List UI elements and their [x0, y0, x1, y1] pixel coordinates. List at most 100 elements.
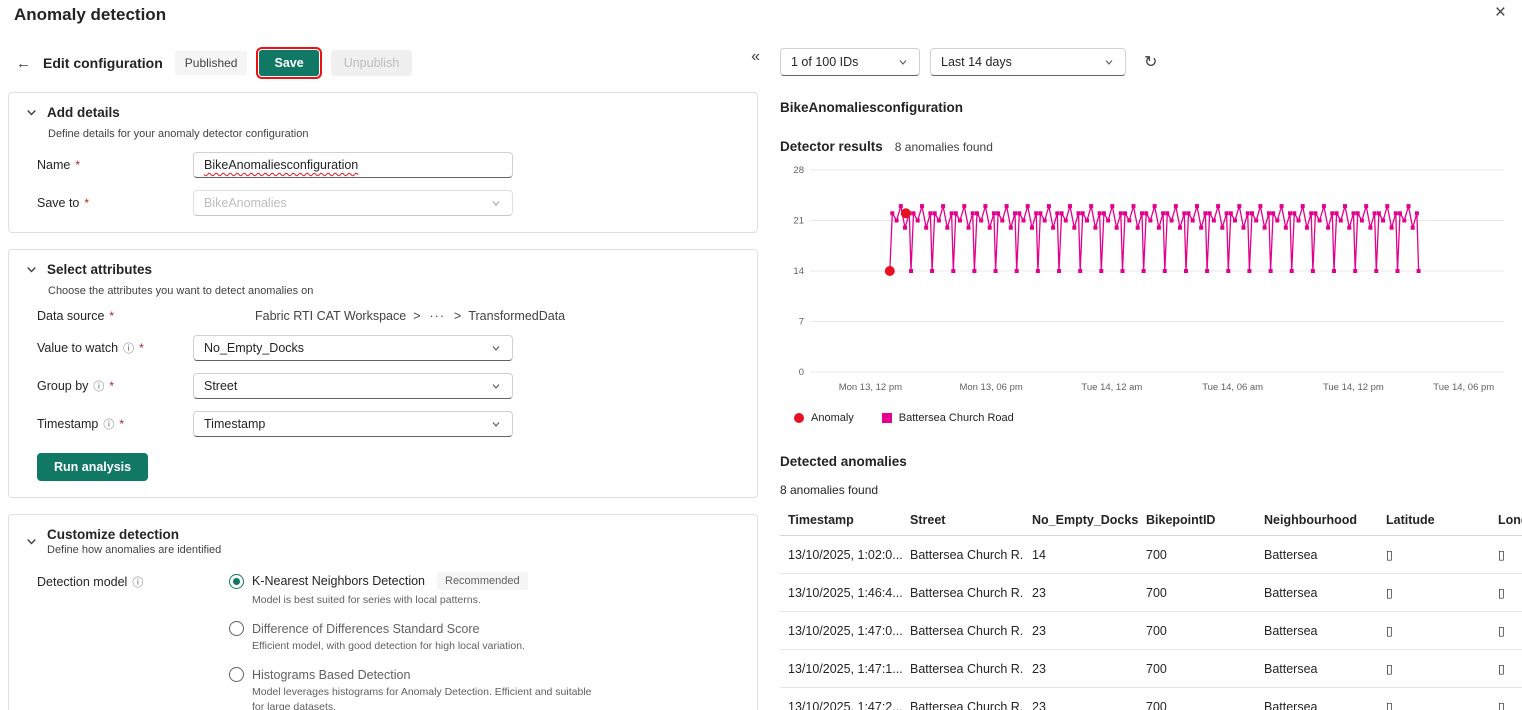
svg-text:Tue 14, 12 am: Tue 14, 12 am: [1081, 382, 1142, 393]
detector-chart[interactable]: 0 7 14 21 28 Mon 13, 12 pm Mon 13, 06 pm Tue 14…: [780, 158, 1512, 410]
required-asterisk: *: [109, 309, 115, 323]
name-input[interactable]: BikeAnomaliesconfiguration: [193, 152, 513, 178]
name-input-value: BikeAnomaliesconfiguration: [204, 158, 359, 172]
svg-text:7: 7: [799, 317, 804, 328]
table-row[interactable]: 13/10/2025, 1:47:0... Battersea Church R.…: [780, 611, 1522, 650]
table-cell: 700: [1138, 535, 1256, 574]
group-by-label: Group by ⓘ *: [37, 378, 193, 394]
table-cell: 700: [1138, 649, 1256, 688]
unpublish-button[interactable]: Unpublish: [330, 50, 413, 76]
id-selector-value: 1 of 100 IDs: [791, 55, 859, 69]
table-row[interactable]: 13/10/2025, 1:47:2... Battersea Church R.…: [780, 687, 1522, 710]
column-header[interactable]: No_Empty_Docks: [1024, 505, 1138, 536]
table-cell: Battersea: [1256, 535, 1378, 574]
table-row[interactable]: 13/10/2025, 1:46:4... Battersea Church R.…: [780, 573, 1522, 612]
radio-selected-icon[interactable]: [229, 573, 244, 589]
group-by-value: Street: [204, 379, 238, 393]
required-asterisk: *: [119, 417, 125, 431]
value-to-watch-label: Value to watch ⓘ *: [37, 340, 193, 356]
chevron-down-icon: [490, 380, 502, 392]
table-cell: 700: [1138, 611, 1256, 650]
svg-text:Mon 13, 06 pm: Mon 13, 06 pm: [959, 382, 1022, 393]
customize-detection-title: Customize detection: [47, 527, 180, 542]
table-cell: ▯: [1490, 649, 1522, 688]
data-source-label-text: Data source: [37, 309, 105, 323]
info-icon[interactable]: ⓘ: [93, 381, 105, 393]
id-selector-dropdown[interactable]: 1 of 100 IDs: [780, 48, 920, 76]
legend-item-series[interactable]: Battersea Church Road: [881, 412, 1014, 424]
column-header[interactable]: BikepointID: [1138, 505, 1256, 536]
model-knn-description: Model is best suited for series with loc…: [252, 594, 481, 606]
table-cell: ▯: [1490, 573, 1522, 612]
timestamp-dropdown[interactable]: Timestamp: [193, 411, 513, 437]
detection-model-row: Detection model ⓘ K-Nearest Neighbors De…: [37, 570, 741, 710]
info-icon[interactable]: ⓘ: [132, 577, 144, 589]
column-header[interactable]: Latitude: [1378, 505, 1490, 536]
column-header[interactable]: Timestamp: [780, 505, 902, 536]
breadcrumb-workspace[interactable]: Fabric RTI CAT Workspace: [255, 309, 407, 323]
back-icon[interactable]: ←: [16, 54, 31, 72]
info-icon[interactable]: ⓘ: [123, 343, 135, 355]
legend-item-anomaly[interactable]: Anomaly: [794, 412, 854, 424]
breadcrumb-more-icon[interactable]: ···: [429, 309, 446, 323]
customize-detection-header[interactable]: Customize detection Define how anomalies…: [25, 525, 741, 558]
group-by-dropdown[interactable]: Street: [193, 373, 513, 399]
collapse-panel-icon[interactable]: «: [751, 48, 760, 65]
close-icon[interactable]: ×: [1494, 2, 1506, 23]
results-panel: 1 of 100 IDs Last 14 days ↻ BikeAnomalie…: [770, 36, 1522, 710]
model-option-diff[interactable]: Difference of Differences Standard Score: [229, 621, 597, 637]
svg-text:0: 0: [799, 367, 804, 378]
anomaly-count: 8 anomalies found: [894, 140, 993, 154]
info-icon[interactable]: ⓘ: [103, 419, 115, 431]
detection-model-label: Detection model ⓘ: [37, 574, 229, 590]
run-analysis-button[interactable]: Run analysis: [37, 453, 149, 481]
column-header[interactable]: Street: [902, 505, 1024, 536]
chevron-down-icon: [25, 106, 38, 119]
value-to-watch-label-text: Value to watch: [37, 341, 119, 355]
select-attributes-header[interactable]: Select attributes: [25, 260, 741, 279]
table-row[interactable]: 13/10/2025, 1:02:0... Battersea Church R.…: [780, 535, 1522, 574]
timestamp-row: Timestamp ⓘ * Timestamp: [37, 411, 741, 437]
svg-text:Mon 13, 12 pm: Mon 13, 12 pm: [839, 382, 902, 393]
customize-detection-title-block: Customize detection Define how anomalies…: [47, 527, 221, 556]
table-cell: Battersea: [1256, 611, 1378, 650]
model-option-histogram[interactable]: Histograms Based Detection: [229, 667, 597, 683]
table-cell: ▯: [1378, 687, 1490, 710]
chevron-down-icon: [1103, 56, 1115, 68]
series-marker-icon: [881, 413, 892, 423]
published-badge: Published: [174, 51, 248, 75]
chart-legend: Anomaly Battersea Church Road: [794, 412, 1522, 424]
save-to-dropdown[interactable]: BikeAnomalies: [193, 190, 513, 216]
svg-text:21: 21: [793, 216, 804, 227]
column-header[interactable]: Longitude: [1490, 505, 1522, 536]
table-cell: 700: [1138, 573, 1256, 612]
model-option-knn[interactable]: K-Nearest Neighbors Detection Recommende…: [229, 572, 597, 590]
table-cell: 13/10/2025, 1:02:0...: [780, 535, 902, 574]
time-range-dropdown[interactable]: Last 14 days: [930, 48, 1126, 76]
radio-icon[interactable]: [229, 621, 244, 637]
select-attributes-section: Select attributes Choose the attributes …: [8, 249, 758, 498]
name-label-text: Name: [37, 158, 71, 172]
table-cell: ▯: [1490, 535, 1522, 574]
detection-model-label-text: Detection model: [37, 575, 128, 589]
table-row[interactable]: 13/10/2025, 1:47:1... Battersea Church R.…: [780, 649, 1522, 688]
timestamp-label: Timestamp ⓘ *: [37, 416, 193, 432]
save-to-label: Save to *: [37, 196, 193, 210]
save-button[interactable]: Save: [256, 47, 322, 79]
breadcrumb: Fabric RTI CAT Workspace > ··· > Transfo…: [255, 309, 565, 323]
add-details-header[interactable]: Add details: [25, 103, 741, 122]
save-to-value: BikeAnomalies: [204, 196, 287, 210]
radio-icon[interactable]: [229, 667, 244, 683]
select-attributes-description: Choose the attributes you want to detect…: [48, 285, 314, 297]
table-cell: 13/10/2025, 1:47:2...: [780, 687, 902, 710]
table-cell: ▯: [1378, 535, 1490, 574]
required-asterisk: *: [75, 158, 81, 172]
breadcrumb-table[interactable]: TransformedData: [468, 309, 566, 323]
anomalies-header-row: Timestamp Street No_Empty_Docks BikepointID…: [780, 505, 1522, 536]
value-to-watch-dropdown[interactable]: No_Empty_Docks: [193, 335, 513, 361]
refresh-icon[interactable]: ↻: [1144, 54, 1158, 71]
table-cell: 23: [1024, 573, 1138, 612]
model-diff-label: Difference of Differences Standard Score: [252, 621, 480, 636]
column-header[interactable]: Neighbourhood: [1256, 505, 1378, 536]
table-cell: Battersea: [1256, 573, 1378, 612]
